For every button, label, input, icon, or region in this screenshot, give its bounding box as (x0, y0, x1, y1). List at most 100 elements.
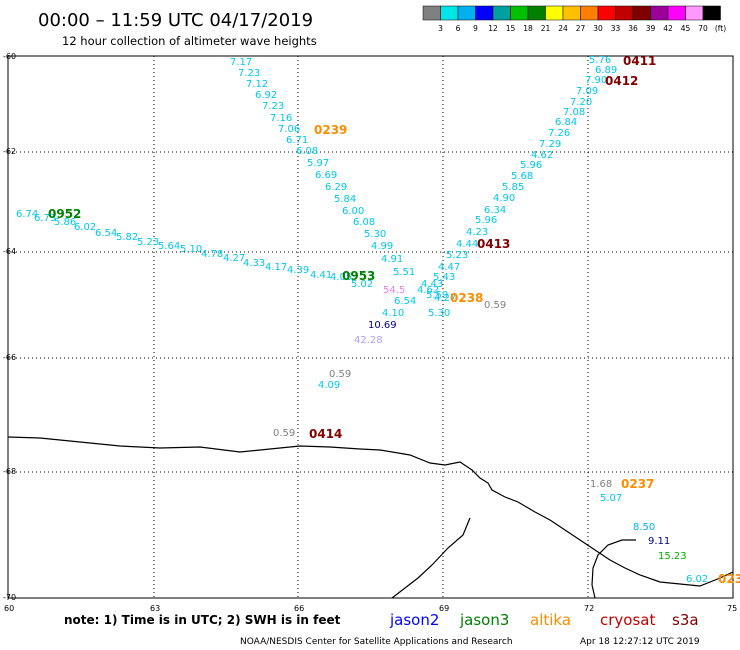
legend-swatch (545, 5, 564, 21)
satellite-name: cryosat (600, 611, 655, 629)
wave-height-reading: 4.05 (330, 272, 352, 283)
wave-height-reading: 4.33 (243, 258, 265, 269)
wave-height-reading: 0.59 (273, 428, 295, 439)
lon-label: 69 (439, 604, 449, 613)
wave-height-reading: 5.76 (589, 55, 611, 66)
coastline-path (391, 517, 471, 599)
wave-height-reading: 5.10 (180, 244, 202, 255)
legend-swatch (597, 5, 616, 21)
pass-time-label: 0412 (605, 74, 638, 88)
lon-label: 66 (294, 604, 304, 613)
wave-height-reading: 5.51 (393, 267, 415, 278)
legend-label: 33 (611, 24, 621, 33)
wave-height-reading: 7.23 (238, 68, 260, 79)
wave-height-reading: 5.59 (426, 290, 448, 301)
map-title: 00:00 – 11:59 UTC 04/17/2019 (38, 10, 313, 31)
legend-swatch (475, 5, 494, 21)
wave-height-reading: 6.29 (325, 182, 347, 193)
legend-swatch (632, 5, 651, 21)
wave-height-reading: 5.82 (116, 232, 138, 243)
wave-height-reading: 7.26 (548, 128, 570, 139)
wave-height-reading: 4.91 (381, 254, 403, 265)
wave-height-reading: 4.43 (421, 279, 443, 290)
legend-label: 24 (558, 24, 568, 33)
wave-height-reading: 6.54 (95, 228, 117, 239)
wave-height-reading: 0.59 (484, 300, 506, 311)
lat-label: -70 (3, 593, 16, 602)
wave-height-reading: 4.27 (434, 293, 456, 304)
pass-time-label: 0413 (477, 237, 510, 251)
legend-swatch (685, 5, 704, 21)
map-subtitle: 12 hour collection of altimeter wave hei… (62, 34, 317, 48)
longitude-labels: 60 63 66 69 72 75 (4, 604, 737, 613)
legend-label: 30 (593, 24, 603, 33)
satellite-name: jason2 (389, 611, 439, 629)
wave-height-reading: 6.34 (484, 205, 506, 216)
legend-swatch (422, 5, 441, 21)
legend-swatch (492, 5, 511, 21)
legend-label: 36 (628, 24, 638, 33)
wave-height-reading: 5.02 (351, 279, 373, 290)
legend-swatch (457, 5, 476, 21)
wave-height-reading: 6.84 (555, 117, 577, 128)
wave-height-reading: 5.97 (307, 158, 329, 169)
wave-height-reading: 5.07 (600, 493, 622, 504)
wave-height-reading: 54.5 (383, 285, 405, 296)
satellite-key: jason2 jason3 altika cryosat s3a (389, 611, 699, 629)
satellite-name: altika (530, 611, 571, 629)
wave-height-reading: 7.90 (585, 75, 607, 86)
wave-height-reading: 7.12 (246, 79, 268, 90)
wave-height-reading: 4.62 (417, 285, 439, 296)
legend-swatch (650, 5, 669, 21)
wave-height-reading: 5.30 (364, 229, 386, 240)
latitude-labels: -60 -62 -64 -66 -68 -70 (3, 52, 16, 602)
legend-label: 6 (456, 24, 461, 33)
wave-height-reading: 6.00 (342, 206, 364, 217)
wave-height-reading: 7.17 (230, 57, 252, 68)
legend-label: 27 (576, 24, 586, 33)
satellite-name: jason3 (459, 611, 509, 629)
wave-height-reading: 7.20 (570, 97, 592, 108)
wave-height-reading: 6.69 (315, 170, 337, 181)
wave-height-reading: 4.90 (493, 193, 515, 204)
wave-height-reading: 7.16 (270, 113, 292, 124)
wave-height-reading: 6.92 (255, 90, 277, 101)
wave-height-reading: 4.47 (438, 262, 460, 273)
pass-time-label: 0952 (48, 207, 81, 221)
wave-height-reading: 6.08 (353, 217, 375, 228)
wave-height-reading: 1.68 (590, 479, 612, 490)
lat-label: -62 (3, 147, 16, 156)
lon-label: 60 (4, 604, 14, 613)
legend-swatch (527, 5, 546, 21)
lon-label: 72 (584, 604, 594, 613)
legend-label: 45 (681, 24, 691, 33)
wave-height-reading: 5.30 (428, 308, 450, 319)
legend-label: 39 (646, 24, 656, 33)
lat-label: -64 (3, 247, 16, 256)
wave-height-reading: 4.27 (223, 253, 245, 264)
legend-label: (ft) (715, 24, 726, 33)
wave-height-reading: 5.68 (511, 171, 533, 182)
wave-height-readings: 5.766.897.907.097.207.086.847.267.294.62… (16, 55, 708, 585)
wave-height-reading: 5.85 (502, 182, 524, 193)
pass-time-label: 0239 (314, 123, 347, 137)
wave-height-reading: 5.64 (158, 241, 180, 252)
wave-height-reading: 4.44 (456, 239, 478, 250)
satellite-name: s3a (672, 611, 699, 629)
wave-height-reading: 10.69 (368, 320, 397, 331)
legend-swatch (615, 5, 634, 21)
lon-label: 75 (727, 604, 737, 613)
wave-height-reading: 9.11 (648, 536, 670, 547)
wave-height-reading: 4.10 (382, 308, 404, 319)
coastline-path (591, 539, 636, 599)
wave-height-reading: 7.23 (262, 101, 284, 112)
legend-label: 9 (473, 24, 478, 33)
wave-height-reading: 5.84 (334, 194, 356, 205)
legend-label: 70 (698, 24, 708, 33)
wave-height-reading: 42.28 (354, 335, 383, 346)
wave-height-reading: 6.71 (286, 135, 308, 146)
generated-timestamp: Apr 18 12:27:12 UTC 2019 (580, 637, 700, 647)
graticule (8, 56, 733, 598)
wave-height-reading: 6.73 (34, 213, 56, 224)
